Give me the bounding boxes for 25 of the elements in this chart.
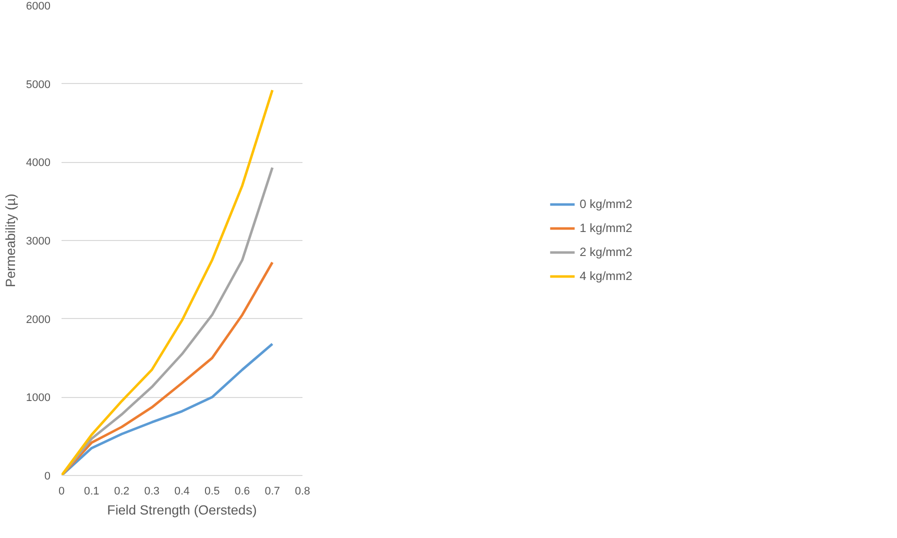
y-tick-label: 6000 [26, 0, 51, 12]
x-tick-label: 0.6 [234, 486, 250, 498]
line-series [62, 166, 274, 476]
line-series [62, 261, 274, 476]
y-tick-label: 5000 [26, 78, 51, 91]
legend-label: 1 kg/mm2 [580, 221, 632, 235]
x-tick-label: 0.1 [84, 486, 100, 498]
x-tick-label: 0.4 [174, 486, 190, 498]
x-tick-label: 0.8 [294, 486, 310, 498]
y-axis-title: Permeability (µ) [3, 194, 18, 288]
x-tick-label: 0.5 [204, 486, 220, 498]
legend-label: 4 kg/mm2 [580, 269, 632, 283]
y-tick-label: 2000 [26, 314, 51, 326]
legend-label: 0 kg/mm2 [580, 197, 632, 211]
y-tick-label: 0 [44, 470, 51, 482]
x-tick-label: 0.7 [264, 486, 280, 498]
x-axis-title: Field Strength (Oersteds) [107, 502, 257, 518]
x-tick-label: 0.3 [144, 486, 160, 498]
x-tick-label: 0 [58, 486, 65, 498]
y-tick-label: 4000 [26, 157, 51, 170]
y-tick-label: 1000 [26, 392, 51, 404]
line-series [62, 88, 274, 476]
legend-label: 2 kg/mm2 [580, 245, 632, 259]
x-tick-label: 0.2 [114, 486, 130, 498]
y-tick-label: 3000 [26, 236, 51, 248]
